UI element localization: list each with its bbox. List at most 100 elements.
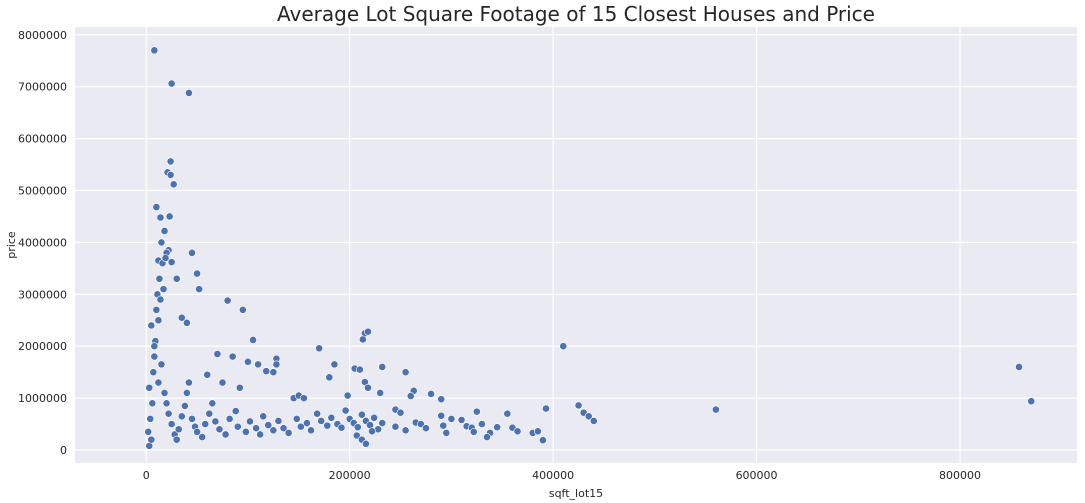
data-point xyxy=(208,399,217,408)
data-point xyxy=(584,412,593,421)
data-point xyxy=(161,254,170,262)
data-point xyxy=(165,212,174,221)
data-point xyxy=(439,421,448,430)
data-point xyxy=(201,420,210,428)
data-point xyxy=(416,420,425,428)
data-point xyxy=(330,360,339,369)
data-point xyxy=(269,368,278,377)
data-point xyxy=(259,412,268,421)
data-point xyxy=(269,426,278,435)
data-point xyxy=(362,439,370,448)
data-point xyxy=(427,390,435,398)
data-point xyxy=(154,316,163,325)
data-point xyxy=(150,46,159,55)
data-point xyxy=(317,417,326,425)
data-point xyxy=(325,373,334,382)
data-point xyxy=(296,422,305,431)
data-point xyxy=(483,433,491,441)
data-point xyxy=(337,423,346,432)
data-point xyxy=(166,157,175,166)
y-tick-label: 1000000 xyxy=(18,392,67,405)
data-point xyxy=(218,378,227,387)
data-point xyxy=(150,342,159,351)
data-point xyxy=(147,435,156,444)
data-point xyxy=(396,408,405,417)
data-point xyxy=(533,427,542,436)
data-point xyxy=(307,426,315,435)
data-point xyxy=(144,427,153,436)
y-tick-label: 5000000 xyxy=(18,185,67,198)
data-point xyxy=(437,411,446,420)
data-point xyxy=(244,357,252,366)
data-point xyxy=(185,378,193,387)
data-point xyxy=(166,171,175,179)
data-point xyxy=(378,363,387,371)
data-point xyxy=(177,313,186,322)
data-point xyxy=(145,383,154,392)
data-point xyxy=(157,238,166,247)
y-tick-label: 0 xyxy=(60,444,67,457)
data-point xyxy=(378,419,387,427)
data-point xyxy=(358,335,367,344)
data-point xyxy=(160,227,169,235)
data-point xyxy=(182,389,191,397)
data-point xyxy=(457,416,466,424)
data-point xyxy=(169,180,178,189)
data-point xyxy=(299,394,308,403)
y-tick-label: 3000000 xyxy=(18,288,67,301)
data-point xyxy=(146,414,155,423)
data-point xyxy=(152,203,161,212)
data-point xyxy=(406,392,415,400)
data-point xyxy=(254,360,263,369)
data-points xyxy=(144,46,1036,450)
data-point xyxy=(1015,363,1023,371)
data-point xyxy=(376,389,385,397)
y-tick-label: 7000000 xyxy=(18,81,67,94)
data-point xyxy=(154,378,163,387)
data-point xyxy=(238,305,247,314)
data-point xyxy=(223,296,232,305)
data-point xyxy=(235,383,244,392)
data-point xyxy=(172,274,181,283)
data-point xyxy=(357,410,366,419)
x-tick-label: 800000 xyxy=(939,469,981,482)
data-point xyxy=(391,422,400,431)
data-point xyxy=(213,350,222,358)
data-point xyxy=(401,426,410,435)
data-point xyxy=(198,433,207,441)
data-point xyxy=(241,427,250,436)
data-point xyxy=(211,417,220,426)
data-point xyxy=(180,402,189,410)
y-tick-label: 4000000 xyxy=(18,236,67,249)
data-point xyxy=(323,421,332,430)
data-point xyxy=(303,419,311,427)
y-axis-label: price xyxy=(5,231,18,259)
data-point xyxy=(542,404,550,413)
data-point xyxy=(469,427,478,436)
data-point xyxy=(292,414,301,423)
data-point xyxy=(472,407,481,416)
data-point xyxy=(231,407,240,415)
data-point xyxy=(164,409,173,418)
data-point xyxy=(149,368,158,377)
data-point xyxy=(203,370,212,379)
data-point xyxy=(559,342,568,351)
data-point xyxy=(574,401,583,410)
data-point xyxy=(313,409,322,418)
y-tick-label: 2000000 xyxy=(18,340,67,353)
y-tick-label: 6000000 xyxy=(18,133,67,146)
data-point xyxy=(148,399,157,408)
data-point xyxy=(493,423,502,432)
x-tick-label: 200000 xyxy=(329,469,371,482)
x-tick-label: 400000 xyxy=(532,469,574,482)
data-point xyxy=(167,420,176,428)
data-point xyxy=(177,412,186,421)
data-point xyxy=(193,269,201,278)
data-point xyxy=(368,427,376,436)
data-point xyxy=(160,389,169,397)
data-point xyxy=(262,367,271,376)
data-point xyxy=(156,295,165,304)
data-point xyxy=(503,409,512,418)
data-point xyxy=(341,406,350,415)
